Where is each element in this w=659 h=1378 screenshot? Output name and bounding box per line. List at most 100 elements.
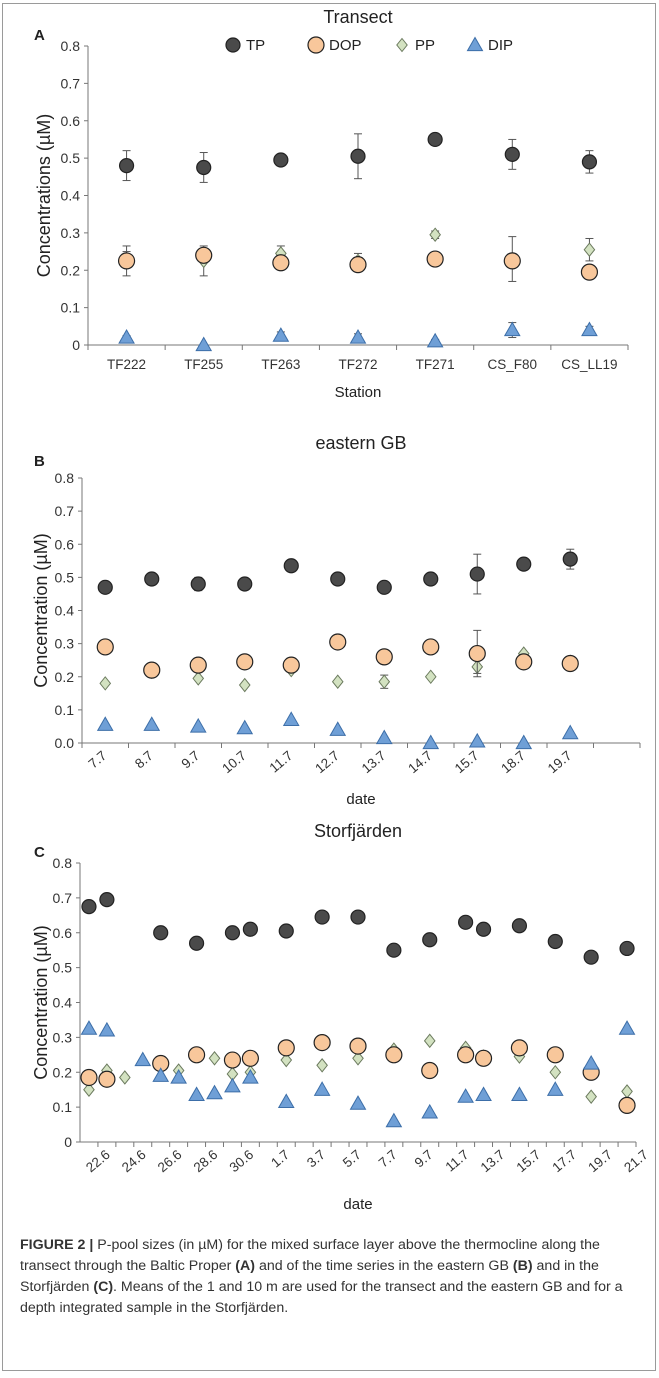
panel-letter: C xyxy=(34,844,45,861)
y-tick-label: 0.7 xyxy=(55,503,75,519)
point-pp xyxy=(378,674,391,690)
caption-ref-a: (A) xyxy=(235,1258,255,1274)
y-axis-label: Concentrations (µM) xyxy=(34,114,54,277)
x-tick-label: 15.7 xyxy=(514,1147,544,1175)
x-tick-label: TF255 xyxy=(184,357,223,372)
x-tick-label: 8.7 xyxy=(132,748,156,772)
point-tp xyxy=(581,154,598,170)
point-dip xyxy=(457,1088,474,1103)
y-axis-label: Concentration (µM) xyxy=(31,533,51,687)
point-dop xyxy=(474,1049,493,1067)
legend-label-tp: TP xyxy=(246,37,265,54)
x-tick-label: 3.7 xyxy=(304,1147,328,1171)
y-axis-label: Concentration (µM) xyxy=(31,925,51,1079)
point-pp xyxy=(585,1089,598,1104)
point-dop xyxy=(349,256,367,274)
point-tp xyxy=(196,159,212,176)
x-tick-label: TF222 xyxy=(107,357,146,372)
point-dip xyxy=(581,321,598,337)
legend-label-dip: DIP xyxy=(488,37,513,54)
y-tick-label: 0.6 xyxy=(61,113,81,129)
point-dip xyxy=(421,1103,439,1119)
y-tick-label: 0.2 xyxy=(55,669,75,685)
y-tick-label: 0.3 xyxy=(55,636,75,652)
point-pp xyxy=(621,1084,633,1099)
point-dop xyxy=(143,661,161,679)
caption-figure-label: FIGURE 2 | xyxy=(20,1237,94,1253)
x-tick-label: 5.7 xyxy=(340,1147,364,1171)
point-tp xyxy=(504,146,520,162)
figure-frame xyxy=(2,3,656,1371)
point-dip xyxy=(242,1068,259,1084)
y-tick-label: 0.7 xyxy=(53,890,73,906)
x-tick-label: CS_F80 xyxy=(488,357,538,372)
legend-marker-dop xyxy=(307,36,325,54)
point-dop xyxy=(503,252,521,270)
point-dip xyxy=(515,734,533,750)
point-dip xyxy=(206,1084,223,1100)
point-dop xyxy=(385,1046,403,1064)
y-tick-label: 0.8 xyxy=(53,855,73,871)
point-tp xyxy=(99,892,115,908)
point-dip xyxy=(96,716,114,731)
point-tp xyxy=(583,949,599,965)
point-tp xyxy=(190,576,206,592)
point-dip xyxy=(224,1077,241,1093)
legend-label-pp: PP xyxy=(415,37,435,54)
y-tick-label: 0.3 xyxy=(53,1029,73,1045)
point-tp xyxy=(97,579,113,595)
point-dop xyxy=(187,1046,206,1064)
point-dip xyxy=(426,332,444,348)
point-dop xyxy=(313,1034,331,1052)
point-dip xyxy=(468,732,486,748)
x-tick-label: 13.7 xyxy=(359,748,389,776)
point-tp xyxy=(458,914,474,930)
y-tick-label: 0.1 xyxy=(53,1099,73,1115)
point-tp xyxy=(273,152,289,168)
point-dip xyxy=(98,1021,116,1037)
y-tick-label: 0.2 xyxy=(61,262,81,278)
point-dip xyxy=(80,1020,98,1035)
y-tick-label: 0.5 xyxy=(61,150,81,166)
point-dip xyxy=(195,336,213,352)
figure-canvas: A Transect 0 0.1 0.2 0.3 0.4 0.5 0.6 0.7 0.8 Concen… xyxy=(31,7,651,1213)
point-dop xyxy=(561,654,579,673)
legend-marker-dip xyxy=(466,36,484,52)
point-pp xyxy=(316,1057,328,1073)
point-dop xyxy=(457,1046,475,1064)
point-dop xyxy=(189,656,207,674)
point-dip xyxy=(349,329,367,344)
point-pp xyxy=(99,676,112,691)
caption-text-2: and of the time series in the eastern GB xyxy=(255,1258,513,1274)
point-dop xyxy=(421,1061,439,1080)
x-tick-label: 19.7 xyxy=(545,748,575,776)
x-tick-label: 13.7 xyxy=(478,1147,508,1175)
x-tick-label: 12.7 xyxy=(312,748,342,776)
y-tick-label: 0.8 xyxy=(61,38,81,54)
point-dip xyxy=(282,711,300,726)
point-dop xyxy=(236,653,254,671)
caption-ref-b: (B) xyxy=(512,1258,533,1274)
y-tick-label: 0.4 xyxy=(53,995,73,1011)
point-tp xyxy=(511,918,528,934)
point-dop xyxy=(329,633,347,651)
x-tick-label: 15.7 xyxy=(452,748,482,776)
point-dip xyxy=(475,1086,492,1102)
point-dip xyxy=(385,1112,403,1128)
legend-marker-tp xyxy=(225,37,241,53)
point-dop xyxy=(510,1039,529,1057)
x-tick-label: TF271 xyxy=(416,357,455,372)
x-tick-label: 7.7 xyxy=(85,748,109,772)
x-tick-label: 11.7 xyxy=(443,1147,472,1175)
caption-text-4: . Means of the 1 and 10 m are used for t… xyxy=(20,1279,623,1316)
x-tick-label: 28.6 xyxy=(191,1147,221,1175)
point-dip xyxy=(422,734,440,750)
point-tp xyxy=(153,925,169,941)
point-dop xyxy=(98,1070,116,1088)
point-pp xyxy=(118,1070,131,1085)
point-dop xyxy=(515,653,533,671)
point-tp xyxy=(144,571,160,587)
point-dip xyxy=(349,1095,367,1110)
point-dip xyxy=(375,729,393,745)
caption-ref-c: (C) xyxy=(93,1279,114,1295)
